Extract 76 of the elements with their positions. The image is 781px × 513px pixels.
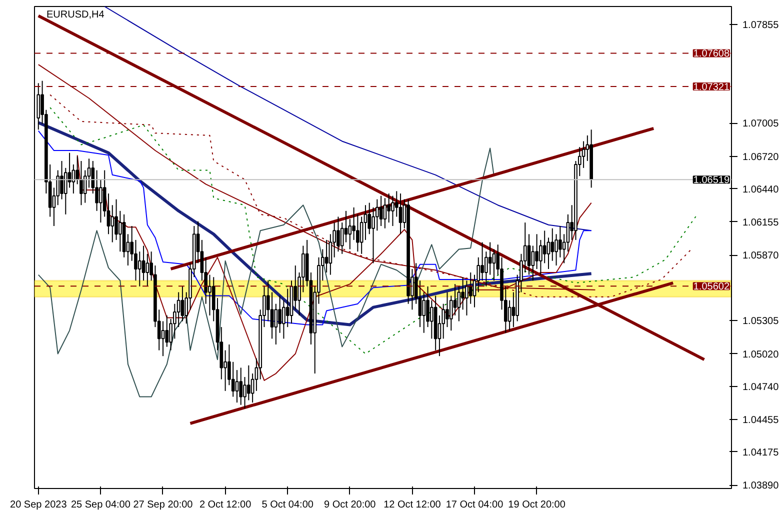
candlestick <box>344 210 348 243</box>
candlestick <box>379 195 383 227</box>
candlestick <box>391 195 394 227</box>
ref-line-label: 1.05602 <box>693 282 730 293</box>
candlestick <box>566 214 570 252</box>
candlestick <box>387 192 391 224</box>
y-tick-label: 1.07855 <box>742 20 780 31</box>
candlestick <box>180 286 184 322</box>
candlestick <box>246 364 250 401</box>
candlestick <box>324 239 328 273</box>
candlestick <box>461 276 464 310</box>
candlestick <box>278 295 282 334</box>
candlestick <box>453 284 457 316</box>
candlestick <box>535 234 538 270</box>
candlestick <box>239 367 243 406</box>
ref-line-label: 1.06519 <box>693 175 730 186</box>
candlestick <box>430 300 434 340</box>
candlestick <box>364 204 368 240</box>
y-tick-label: 1.05020 <box>742 349 780 360</box>
candlestick <box>550 228 554 262</box>
candlestick <box>582 140 586 168</box>
candlestick <box>468 272 472 304</box>
y-tick-label: 1.06155 <box>742 217 780 228</box>
candlestick <box>383 198 387 229</box>
line-series <box>38 148 494 398</box>
candlestick <box>142 245 146 282</box>
candlestick <box>492 248 496 282</box>
candlestick <box>146 253 150 287</box>
y-tick-label: 1.05870 <box>742 250 780 262</box>
candlestick <box>161 320 165 357</box>
candlestick <box>398 192 402 235</box>
y-tick-label: 1.03890 <box>742 480 780 492</box>
x-tick-label: 5 Oct 04:00 <box>262 500 314 510</box>
y-tick-label: 1.04175 <box>742 447 780 458</box>
y-tick-label: 1.05305 <box>742 316 780 328</box>
candlestick <box>110 204 114 243</box>
candlestick <box>270 292 274 340</box>
candlestick <box>235 370 239 404</box>
x-tick-label: 12 Oct 12:00 <box>384 500 442 510</box>
x-tick-label: 19 Oct 20:00 <box>508 500 566 510</box>
candlestick <box>422 292 426 334</box>
y-tick-label: 1.06720 <box>742 152 780 163</box>
candlestick <box>286 288 290 328</box>
x-tick-label: 27 Sep 20:00 <box>133 500 194 510</box>
candlestick <box>274 303 278 345</box>
candlestick <box>480 242 484 282</box>
candlestick <box>36 82 40 130</box>
candlestick <box>446 292 449 328</box>
y-tick-label: 1.07005 <box>742 118 780 130</box>
candlestick <box>118 210 122 252</box>
x-tick-label: 20 Sep 2023 <box>10 500 68 510</box>
candlestick <box>457 286 461 322</box>
y-tick-label: 1.04740 <box>742 382 780 393</box>
candlestick <box>328 234 332 276</box>
ref-line-label: 1.07321 <box>693 82 730 94</box>
x-tick-label: 2 Oct 12:00 <box>199 500 252 510</box>
x-tick-label: 25 Sep 04:00 <box>70 500 131 510</box>
y-tick-label: 1.04455 <box>742 414 780 426</box>
ref-line-label: 1.07608 <box>693 48 730 60</box>
candlestick <box>542 230 546 264</box>
candlestick <box>527 234 531 276</box>
candlestick <box>531 245 535 282</box>
x-tick-label: 17 Oct 04:00 <box>446 500 504 510</box>
candlestick <box>418 280 422 328</box>
x-tick-label: 9 Oct 20:00 <box>324 500 376 510</box>
candlestick <box>99 179 102 224</box>
candlestick <box>176 292 180 328</box>
candlestick <box>508 300 512 332</box>
y-tick-label: 1.06440 <box>742 184 780 196</box>
candlestick <box>80 160 83 206</box>
candlestick <box>60 160 64 200</box>
candlestick <box>488 242 492 276</box>
candlestick <box>208 274 212 316</box>
candlestick <box>138 251 142 287</box>
candlestick <box>546 237 550 270</box>
chart-title: EURUSD,H4 <box>46 10 105 20</box>
